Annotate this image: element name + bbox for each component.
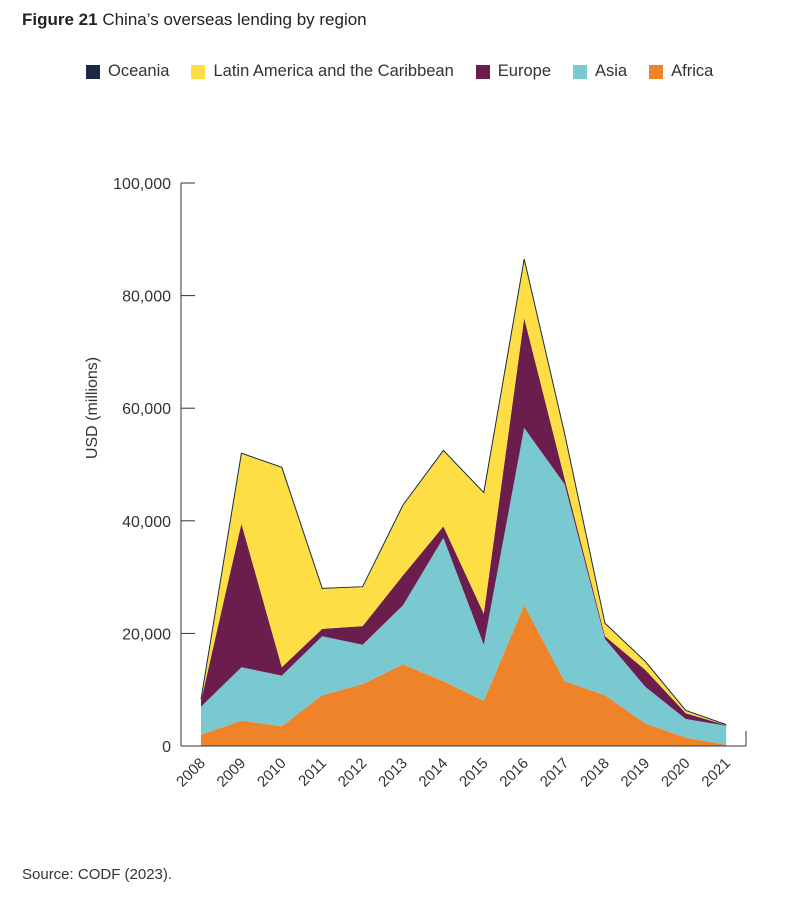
figure-title-text: China’s overseas lending by region — [102, 10, 367, 29]
x-tick-label: 2018 — [577, 755, 613, 791]
x-tick-label: 2012 — [335, 755, 371, 791]
legend-item-oceania: Oceania — [86, 62, 169, 81]
area-africa — [201, 605, 727, 746]
y-axis-label: USD (millions) — [84, 357, 101, 459]
x-tick-label: 2017 — [537, 755, 573, 791]
legend-swatch — [191, 64, 206, 79]
legend-swatch — [86, 64, 100, 79]
legend-label: Europe — [497, 62, 552, 80]
y-tick-label: 40,000 — [122, 514, 171, 531]
area-asia — [201, 427, 727, 745]
x-tick-label: 2019 — [618, 755, 654, 791]
legend-item-europe: Europe — [475, 62, 552, 81]
x-tick-label: 2014 — [416, 755, 452, 791]
x-tick-label: 2011 — [295, 755, 330, 790]
x-tick-label: 2009 — [214, 755, 250, 791]
y-tick-label: 100,000 — [113, 176, 171, 193]
legend-item-latin-america-and-the-caribbean: Latin America and the Caribbean — [191, 62, 454, 81]
figure-title: Figure 21 China’s overseas lending by re… — [22, 10, 367, 30]
x-tick-label: 2016 — [496, 755, 532, 791]
chart-legend: Oceania Latin America and the Caribbean Eu… — [86, 62, 735, 81]
x-tick-label: 2008 — [173, 755, 209, 791]
area-series-group — [201, 259, 727, 746]
source-note: Source: CODF (2023). — [22, 866, 173, 883]
legend-label: Oceania — [108, 62, 170, 80]
total-outline — [200, 258, 727, 726]
legend-label: Asia — [595, 62, 628, 80]
y-tick-label: 20,000 — [122, 626, 171, 643]
y-tick-label: 80,000 — [122, 289, 171, 306]
y-tick-label: 60,000 — [122, 401, 171, 418]
legend-swatch — [573, 64, 588, 79]
legend-swatch — [649, 64, 664, 79]
area-latin-america-and-the-caribbean — [201, 259, 727, 726]
area-chart: 0 20,000 40,000 60,000 80,000 100,000 USD (mil… — [84, 176, 747, 791]
legend-item-africa: Africa — [649, 62, 713, 81]
legend-item-asia: Asia — [573, 62, 627, 81]
x-tick-label: 2013 — [375, 755, 411, 791]
y-tick-label: 0 — [162, 739, 171, 756]
legend-swatch — [475, 64, 490, 79]
figure-number: Figure 21 — [22, 10, 98, 29]
x-tick-label: 2021 — [698, 755, 734, 791]
legend-label: Africa — [671, 62, 714, 80]
x-tick-label: 2015 — [456, 755, 492, 791]
legend-label: Latin America and the Caribbean — [213, 62, 454, 80]
x-tick-label: 2010 — [254, 755, 290, 791]
x-tick-label: 2020 — [658, 755, 694, 791]
